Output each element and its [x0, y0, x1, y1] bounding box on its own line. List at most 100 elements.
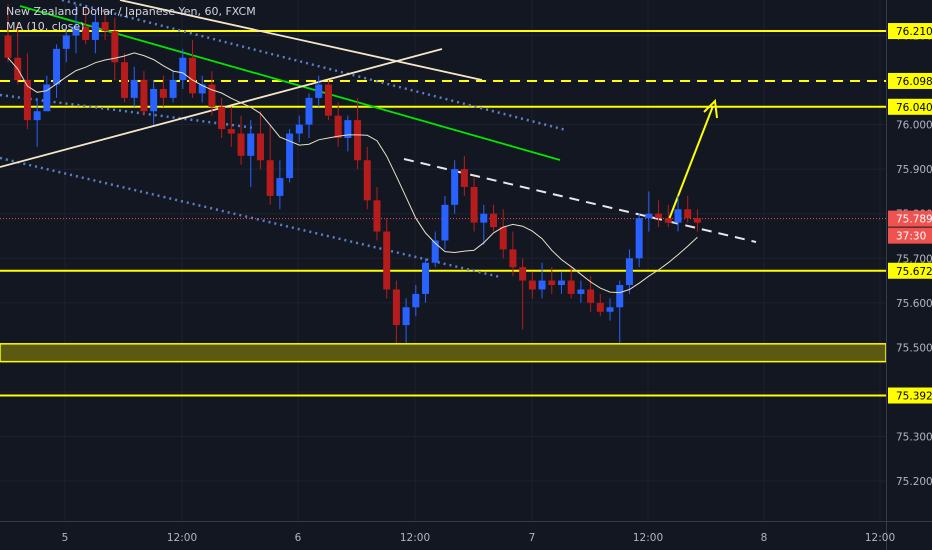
candle: [509, 231, 517, 277]
candle: [159, 75, 167, 107]
candle-body: [392, 289, 400, 326]
candle-body: [684, 209, 692, 219]
candle: [140, 71, 148, 116]
candle-body: [130, 80, 138, 98]
candle: [276, 160, 284, 210]
candle: [315, 75, 323, 107]
candle-body: [451, 169, 459, 205]
candle: [218, 97, 226, 138]
candle-body: [470, 186, 478, 223]
price-tick-label: 75.500: [896, 342, 932, 354]
candle: [53, 44, 61, 98]
price-label-box: [888, 23, 932, 40]
projection-arrow: [667, 105, 714, 223]
candle-body: [655, 213, 663, 219]
candle: [674, 195, 682, 232]
candle-body: [693, 218, 701, 223]
candle-body: [101, 22, 109, 32]
price-label-box: [888, 262, 932, 279]
candle: [227, 106, 235, 147]
candle: [4, 4, 12, 63]
price-label-box: [888, 98, 932, 115]
candle-body: [354, 120, 362, 161]
candle-body: [208, 84, 216, 107]
candle-body: [528, 280, 536, 290]
candle-body: [266, 160, 274, 196]
candle: [519, 258, 527, 330]
price-tick-label: 75.300: [896, 432, 932, 444]
chart-title: New Zealand Dollar / Japanese Yen, 60, F…: [6, 5, 256, 18]
candle-body: [179, 57, 187, 81]
price-label-box: [888, 72, 932, 89]
candle-body: [412, 293, 420, 308]
channel-top-line: [61, 0, 567, 132]
candle: [383, 218, 391, 299]
candle-body: [344, 120, 352, 138]
candle-body: [674, 209, 682, 223]
candle-body: [383, 231, 391, 290]
candle: [625, 249, 633, 294]
candle-body: [577, 289, 585, 294]
candle-body: [441, 204, 449, 241]
candle-body: [422, 262, 430, 294]
time-tick-label: 12:00: [865, 532, 895, 544]
candle: [664, 204, 672, 228]
time-tick-label: 7: [529, 532, 536, 544]
candle-body: [305, 97, 313, 125]
price-tick-label: 76.000: [896, 120, 932, 132]
price-label-box: [888, 387, 932, 404]
candle: [528, 271, 536, 299]
candle: [363, 146, 371, 210]
candle-body: [140, 80, 148, 112]
time-tick-label: 5: [62, 532, 69, 544]
candle: [460, 155, 468, 196]
candle: [23, 53, 31, 130]
candle: [655, 200, 663, 228]
candle-body: [198, 84, 206, 94]
price-tick-label: 75.200: [896, 476, 932, 488]
candle: [499, 209, 507, 259]
indicator-label: MA (10, close): [6, 20, 85, 33]
price-tick-label: 75.900: [896, 164, 932, 176]
candle: [596, 293, 604, 317]
candle: [402, 298, 410, 343]
candle-body: [227, 129, 235, 134]
candle: [684, 195, 692, 223]
candle-body: [480, 213, 488, 223]
candle-body: [276, 178, 284, 196]
time-tick-label: 12:00: [167, 532, 197, 544]
candle-body: [62, 35, 70, 49]
candle: [354, 97, 362, 170]
candle: [266, 124, 274, 205]
chart-legend: New Zealand Dollar / Japanese Yen, 60, F…: [6, 4, 256, 34]
candle: [373, 186, 381, 241]
candle: [286, 129, 294, 183]
candle-body: [169, 80, 177, 98]
candle-body: [567, 280, 575, 294]
candle: [470, 178, 478, 232]
candle: [441, 195, 449, 250]
candle: [422, 258, 430, 303]
candle: [91, 13, 99, 54]
grid: [0, 0, 886, 521]
candle-body: [315, 84, 323, 98]
plot-area: [0, 0, 886, 397]
candle: [295, 115, 303, 143]
support-zone: [0, 343, 886, 363]
candle: [82, 8, 90, 45]
candle-body: [587, 289, 595, 303]
candle-body: [23, 80, 31, 121]
candle-body: [334, 115, 342, 138]
green-trendline: [19, 5, 561, 161]
candle-body: [43, 84, 51, 112]
resistance-trendline: [119, 0, 483, 81]
candle: [43, 75, 51, 112]
price-label: 75.789: [896, 214, 932, 226]
candle: [305, 93, 313, 138]
candle-body: [159, 88, 167, 98]
candle-body: [431, 240, 439, 263]
candle: [237, 115, 245, 165]
price-tick-label: 75.600: [896, 298, 932, 310]
